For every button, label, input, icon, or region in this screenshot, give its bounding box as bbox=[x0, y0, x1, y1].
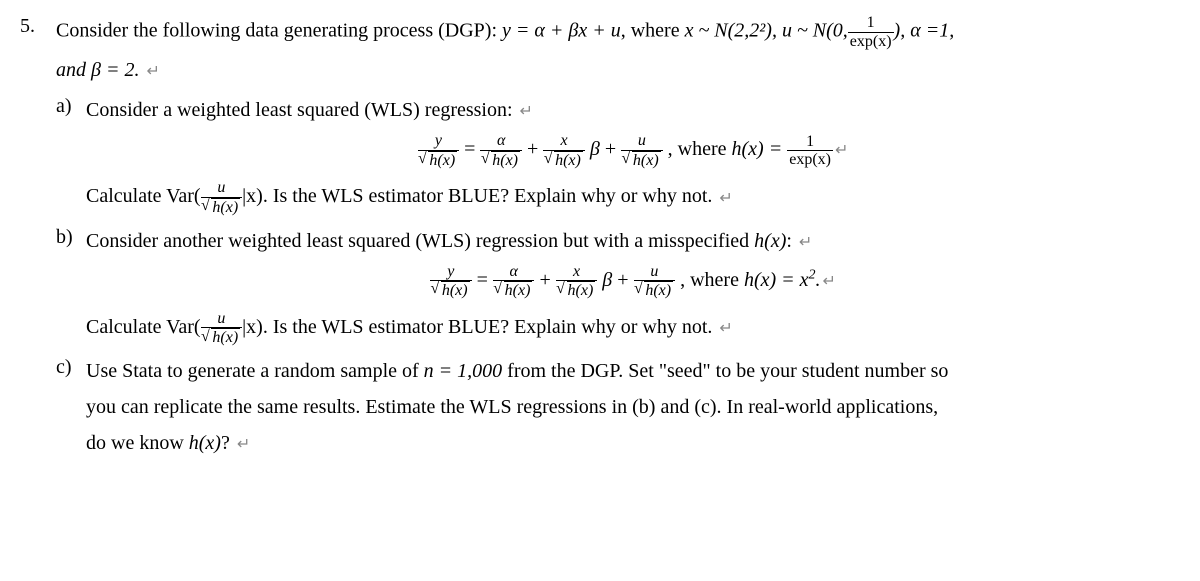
intro-after: , where bbox=[621, 20, 685, 42]
frac-alpha: αh(x) bbox=[480, 132, 522, 169]
part-b-body: Consider another weighted least squared … bbox=[86, 221, 1180, 306]
part-c-line2: you can replicate the same results. Esti… bbox=[86, 391, 1180, 423]
eq-end bbox=[833, 138, 848, 160]
frac-x: xh(x) bbox=[543, 132, 585, 169]
part-b: b) Consider another weighted least squar… bbox=[56, 221, 1180, 306]
part-b-text1: Consider another weighted least squared … bbox=[86, 225, 1180, 257]
part-c-body: Use Stata to generate a random sample of… bbox=[86, 351, 1180, 463]
frac-y-b: yh(x) bbox=[430, 263, 472, 300]
frac-den: exp(x) bbox=[848, 33, 894, 51]
beta-value: and β = 2. bbox=[56, 59, 144, 81]
var-fraction-a: uh(x) bbox=[201, 179, 243, 216]
hx-fraction: 1exp(x) bbox=[787, 133, 833, 169]
part-a-body: Consider a weighted least squared (WLS) … bbox=[86, 90, 1180, 175]
part-c-line3: do we know h(x)? bbox=[86, 427, 1180, 459]
part-b-text2: Calculate Var(uh(x)|x). Is the WLS estim… bbox=[86, 310, 1180, 347]
part-b-equation: yh(x) = αh(x) + xh(x) β + uh(x) , where … bbox=[86, 263, 1180, 300]
var-fraction-b: uh(x) bbox=[201, 310, 243, 347]
frac-u-b: uh(x) bbox=[634, 263, 676, 300]
question-intro-line: Consider the following data generating p… bbox=[56, 14, 1180, 50]
part-a-text2: Calculate Var(uh(x)|x). Is the WLS estim… bbox=[86, 179, 1180, 216]
part-a: a) Consider a weighted least squared (WL… bbox=[56, 90, 1180, 175]
question-number: 5. bbox=[20, 10, 56, 463]
alpha-value: α =1, bbox=[910, 20, 954, 42]
u-dist-prefix: , u ~ N(0, bbox=[772, 20, 848, 42]
part-c-label: c) bbox=[56, 351, 86, 463]
question-5: 5. Consider the following data generatin… bbox=[20, 10, 1180, 463]
question-body: Consider the following data generating p… bbox=[56, 10, 1180, 463]
where-text: , where bbox=[668, 138, 732, 160]
x-distribution: x ~ N(2,2²) bbox=[685, 20, 772, 42]
hx-def-b-lhs: h(x) = bbox=[744, 269, 800, 291]
part-b-label: b) bbox=[56, 221, 86, 306]
part-a-text1: Consider a weighted least squared (WLS) … bbox=[86, 94, 1180, 126]
hx-lhs: h(x) = bbox=[732, 138, 788, 160]
frac-num: 1 bbox=[848, 14, 894, 33]
frac-x-b: xh(x) bbox=[556, 263, 598, 300]
frac-u: uh(x) bbox=[621, 132, 663, 169]
part-a-label: a) bbox=[56, 90, 86, 175]
part-a-equation: yh(x) = αh(x) + xh(x) β + uh(x) , where … bbox=[86, 132, 1180, 169]
eq-end-b bbox=[821, 269, 836, 291]
frac-alpha-b: αh(x) bbox=[493, 263, 535, 300]
u-variance-fraction: 1exp(x) bbox=[848, 14, 894, 50]
u-dist-suffix: ), bbox=[894, 20, 911, 42]
frac-y: yh(x) bbox=[418, 132, 460, 169]
where-text-b: , where bbox=[680, 269, 744, 291]
dgp-equation: y = α + βx + u bbox=[502, 20, 621, 42]
part-c: c) Use Stata to generate a random sample… bbox=[56, 351, 1180, 463]
hx-def-b-rhs: x2. bbox=[800, 269, 821, 291]
intro-text: Consider the following data generating p… bbox=[56, 20, 502, 42]
part-c-line1: Use Stata to generate a random sample of… bbox=[86, 355, 1180, 387]
beta-line: and β = 2. bbox=[56, 54, 1180, 86]
